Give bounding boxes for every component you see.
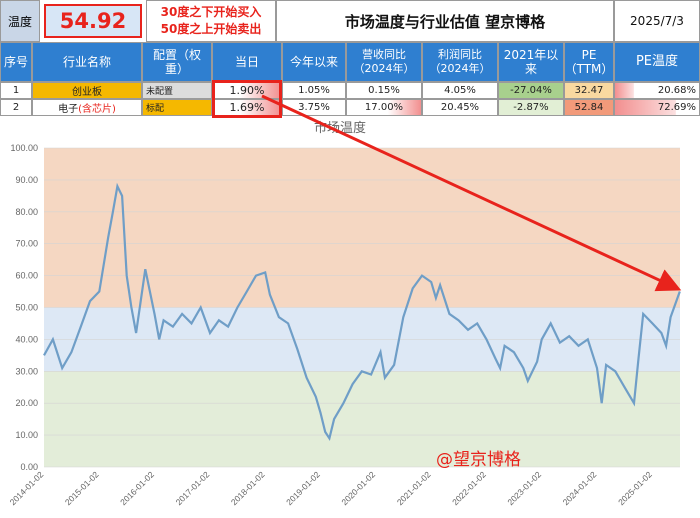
buy-sell-note: 30度之下开始买入 50度之上开始卖出 bbox=[146, 0, 276, 42]
col-header-config: 配置（权重） bbox=[142, 42, 212, 82]
temperature-band-0 bbox=[44, 371, 680, 467]
row1-name: 创业板 bbox=[32, 82, 142, 99]
row2-name-extra: (含芯片) bbox=[78, 104, 116, 115]
row2-pe: 52.84 bbox=[564, 99, 614, 116]
row1-pe-temp: 20.68% bbox=[614, 82, 700, 99]
row2-revenue: 17.00% bbox=[346, 99, 422, 116]
x-tick-label-2: 2016-01-02 bbox=[118, 469, 156, 507]
x-tick-label-4: 2018-01-02 bbox=[229, 469, 267, 507]
temperature-band-2 bbox=[44, 148, 680, 308]
sell-note: 50度之上开始卖出 bbox=[160, 22, 262, 36]
row1-today: 1.90% bbox=[212, 82, 282, 99]
row2-since2021: -2.87% bbox=[498, 99, 564, 116]
x-tick-label-8: 2022-01-02 bbox=[450, 469, 488, 507]
col-header-profit: 利润同比（2024年） bbox=[422, 42, 498, 82]
y-tick-label-3: 30.00 bbox=[15, 366, 38, 376]
col-header-since2021: 2021年以来 bbox=[498, 42, 564, 82]
y-tick-label-1: 10.00 bbox=[15, 430, 38, 440]
y-tick-label-6: 60.00 bbox=[15, 271, 38, 281]
y-tick-label-8: 80.00 bbox=[15, 207, 38, 217]
row2-profit: 20.45% bbox=[422, 99, 498, 116]
col-header-ytd: 今年以来 bbox=[282, 42, 346, 82]
row2-no: 2 bbox=[0, 99, 32, 116]
row2-config: 标配 bbox=[142, 99, 212, 116]
row1-revenue: 0.15% bbox=[346, 82, 422, 99]
x-tick-label-11: 2025-01-02 bbox=[616, 469, 654, 507]
x-tick-label-3: 2017-01-02 bbox=[174, 469, 212, 507]
report-date: 2025/7/3 bbox=[614, 0, 700, 42]
x-tick-label-7: 2021-01-02 bbox=[395, 469, 433, 507]
row1-ytd: 1.05% bbox=[282, 82, 346, 99]
temp-box-wrap: 54.92 bbox=[40, 0, 146, 42]
col-header-revenue: 营收同比（2024年） bbox=[346, 42, 422, 82]
page-title: 市场温度与行业估值 望京博格 bbox=[276, 0, 614, 42]
row2-name-main: 电子 bbox=[58, 104, 79, 115]
watermark-label: @望京博格 bbox=[436, 450, 521, 470]
today-column-highlight bbox=[212, 80, 282, 118]
row1-profit: 4.05% bbox=[422, 82, 498, 99]
row2-ytd: 3.75% bbox=[282, 99, 346, 116]
x-tick-label-1: 2015-01-02 bbox=[63, 469, 101, 507]
buy-note: 30度之下开始买入 bbox=[160, 5, 262, 19]
y-tick-label-10: 100.00 bbox=[10, 143, 38, 153]
col-header-no: 序号 bbox=[0, 42, 32, 82]
col-header-today: 当日 bbox=[212, 42, 282, 82]
row2-pe-temp: 72.69% bbox=[614, 99, 700, 116]
y-tick-label-7: 70.00 bbox=[15, 239, 38, 249]
row1-config: 未配置 bbox=[142, 82, 212, 99]
col-header-pe-temp: PE温度 bbox=[614, 42, 700, 82]
x-tick-label-10: 2024-01-02 bbox=[561, 469, 599, 507]
y-tick-label-5: 50.00 bbox=[15, 303, 38, 313]
col-header-name: 行业名称 bbox=[32, 42, 142, 82]
row1-pe: 32.47 bbox=[564, 82, 614, 99]
series-line-market-temperature bbox=[43, 182, 681, 442]
x-tick-label-9: 2023-01-02 bbox=[505, 469, 543, 507]
x-tick-label-5: 2019-01-02 bbox=[284, 469, 322, 507]
y-tick-label-9: 90.00 bbox=[15, 175, 38, 185]
x-tick-label-0: 2014-01-02 bbox=[8, 469, 46, 507]
y-tick-label-0: 0.00 bbox=[20, 462, 38, 472]
row1-since2021: -27.04% bbox=[498, 82, 564, 99]
y-tick-label-4: 40.00 bbox=[15, 334, 38, 344]
temp-label: 温度 bbox=[0, 0, 40, 42]
x-tick-label-6: 2020-01-02 bbox=[339, 469, 377, 507]
row2-name: 电子 (含芯片) bbox=[32, 99, 142, 116]
temp-value: 54.92 bbox=[44, 4, 142, 38]
col-header-pe: PE（TTM） bbox=[564, 42, 614, 82]
market-temperature-chart: 市场温度 0.00 10.00 20.00 30.00 40.00 50.00 60.00 7… bbox=[8, 120, 681, 507]
y-tick-label-2: 20.00 bbox=[15, 398, 38, 408]
chart-title: 市场温度 bbox=[314, 120, 366, 135]
row1-no: 1 bbox=[0, 82, 32, 99]
